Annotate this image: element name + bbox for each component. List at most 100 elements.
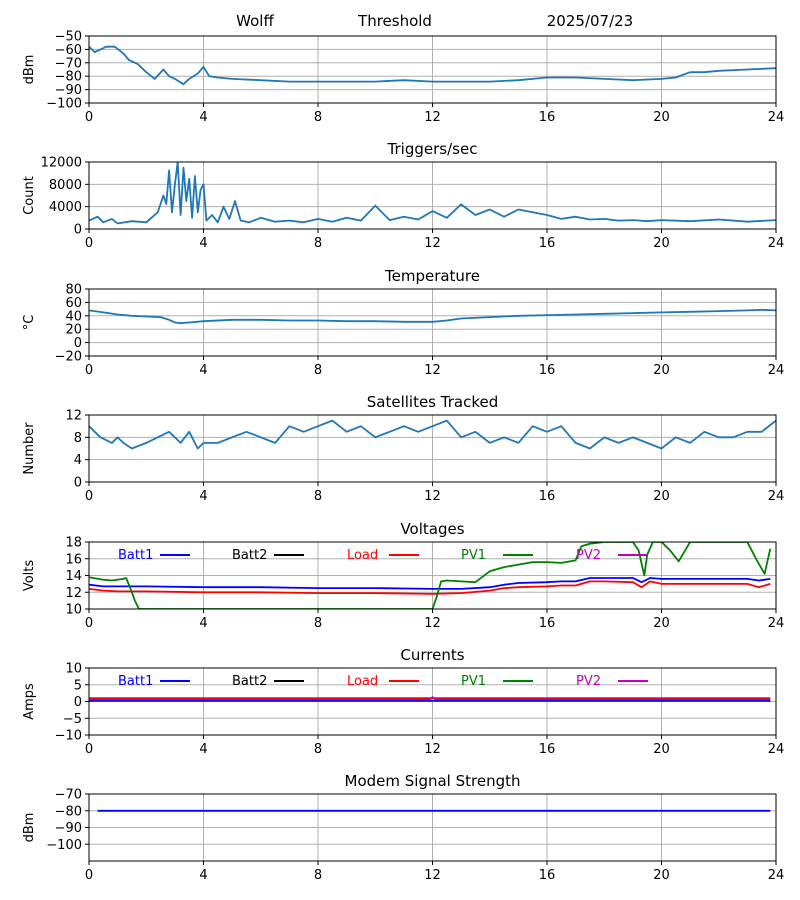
x-tick-label: 12 (424, 110, 441, 125)
x-tick-label: 4 (199, 110, 207, 125)
x-tick-label: 16 (539, 363, 556, 378)
y-tick-label: 4 (74, 453, 82, 468)
y-tick-label: −10 (55, 729, 82, 744)
x-tick-label: 12 (424, 742, 441, 757)
x-tick-label: 20 (653, 616, 670, 631)
y-axis-label: Volts (22, 560, 37, 592)
panel-satellites: 0 4 8 12 16 20 24 12 8 4 0 Satellites Tracked Number (22, 393, 784, 504)
plot-frame (88, 161, 777, 230)
y-tick-label: 60 (65, 296, 82, 311)
x-tick-label: 12 (424, 868, 441, 883)
plot-frame (88, 35, 777, 104)
y-tick-label: −100 (46, 97, 82, 112)
plot-frame (88, 288, 777, 357)
y-tick-label: 80 (65, 283, 82, 298)
y-tick-label: 0 (74, 336, 82, 351)
series-line-load (89, 580, 771, 595)
series-line-pv1 (89, 542, 772, 609)
x-tick-label: 12 (424, 363, 441, 378)
x-tick-label: 16 (539, 110, 556, 125)
x-tick-label: 24 (768, 110, 785, 125)
y-tick-label: 5 (74, 678, 82, 693)
x-tick-label: 4 (199, 236, 207, 251)
y-tick-label: −70 (55, 56, 82, 71)
series-group (89, 542, 772, 609)
legend-label-pv2: PV2 (576, 674, 601, 689)
y-tick-label: 0 (74, 476, 82, 491)
y-tick-label: −70 (55, 788, 82, 803)
y-tick-label: 8000 (49, 178, 82, 193)
panel-modem: 0 4 8 12 16 20 24 −70−80 −90 −100 Modem Signal Str… (22, 772, 784, 883)
y-tick-label: −60 (55, 43, 82, 58)
legend-label-pv1: PV1 (461, 674, 486, 689)
x-tick-label: 8 (314, 616, 322, 631)
legend-label-batt1: Batt1 (118, 548, 153, 563)
y-axis-label: dBm (22, 813, 37, 843)
x-tick-label: 12 (424, 236, 441, 251)
x-tick-label: 24 (768, 489, 785, 504)
y-tick-label: 0 (74, 223, 82, 238)
x-tick-label: 0 (85, 868, 93, 883)
x-tick-label: 16 (539, 742, 556, 757)
legend-label-load: Load (347, 674, 378, 689)
series-group (89, 45, 776, 86)
y-tick-label: −80 (55, 70, 82, 85)
x-tick-label: 4 (199, 742, 207, 757)
y-axis-label: Amps (22, 683, 37, 720)
x-tick-label: 12 (424, 616, 441, 631)
y-tick-label: 40 (65, 309, 82, 324)
chart-title: Modem Signal Strength (345, 772, 521, 790)
series-line (89, 45, 776, 86)
series-group (89, 419, 776, 450)
y-tick-label: 8 (74, 431, 82, 446)
x-tick-label: 24 (768, 236, 785, 251)
y-axis-label: Number (22, 422, 37, 475)
chart-title: Satellites Tracked (367, 393, 498, 411)
x-tick-label: 20 (653, 363, 670, 378)
legend-label-pv2: PV2 (576, 548, 601, 563)
x-tick-label: 0 (85, 110, 93, 125)
x-tick-label: 24 (768, 868, 785, 883)
y-tick-label: −5 (63, 712, 82, 727)
legend-label-pv1: PV1 (461, 548, 486, 563)
x-tick-label: 16 (539, 236, 556, 251)
y-tick-label: −20 (55, 350, 82, 365)
panel-threshold: 0 4 8 12 16 20 24 −50−60−70−80−90−100 dBm (22, 30, 784, 126)
series-line-batt1 (89, 577, 771, 590)
header-station: Wolff (236, 12, 274, 30)
x-tick-label: 0 (85, 363, 93, 378)
x-tick-label: 20 (653, 868, 670, 883)
series-line (89, 308, 776, 325)
y-tick-label: 4000 (49, 200, 82, 215)
y-tick-label: 16 (65, 552, 82, 567)
legend-label-batt2: Batt2 (232, 548, 267, 563)
chart-title: Currents (400, 646, 464, 664)
x-tick-label: 8 (314, 236, 322, 251)
x-tick-label: 20 (653, 742, 670, 757)
x-tick-label: 4 (199, 868, 207, 883)
series-line-pv2 (89, 696, 771, 701)
y-tick-label: −90 (55, 83, 82, 98)
series-group (89, 696, 771, 702)
plot-frame (88, 793, 777, 862)
series-group (89, 162, 776, 225)
x-tick-label: 20 (653, 110, 670, 125)
y-axis-label: °C (22, 315, 37, 331)
x-tick-label: 4 (199, 489, 207, 504)
y-tick-label: 14 (65, 569, 82, 584)
y-axis-label: dBm (22, 55, 37, 85)
x-tick-label: 0 (85, 489, 93, 504)
chart-title: Voltages (400, 520, 464, 538)
x-tick-label: 8 (314, 110, 322, 125)
plot-frame (88, 667, 777, 736)
series-group (89, 308, 776, 325)
y-tick-label: 12000 (41, 156, 82, 171)
y-tick-label: 12 (65, 409, 82, 424)
legend-label-batt2: Batt2 (232, 674, 267, 689)
series-line (89, 419, 776, 450)
plot-frame (88, 541, 777, 610)
